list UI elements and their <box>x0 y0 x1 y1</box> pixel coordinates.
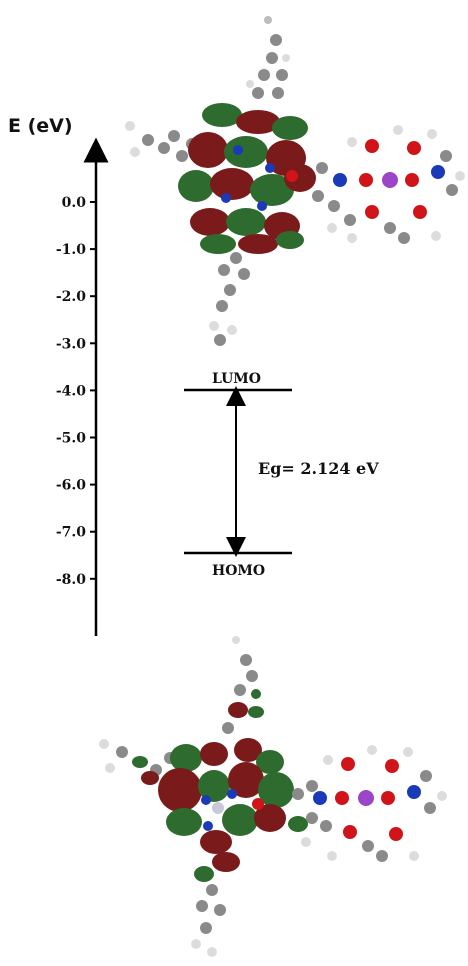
lumo-right-group <box>312 125 465 244</box>
energy-tick-label: -8.0 <box>56 572 86 588</box>
energy-axis-label: E (eV) <box>8 115 73 137</box>
lumo-label: LUMO <box>212 371 261 387</box>
homo-core-atoms <box>201 789 264 831</box>
lumo-lower-arm <box>209 252 250 346</box>
energy-tick-label: -6.0 <box>56 478 86 494</box>
energy-tick-label: -1.0 <box>56 242 86 258</box>
homo-lower-arm <box>191 884 226 957</box>
homo-label: HOMO <box>212 563 265 579</box>
energy-axis-ticks: 0.0 -1.0 -2.0 -3.0 -4.0 -5.0 -6.0 -7.0 -8.0 <box>56 195 96 588</box>
homo-upper-arm <box>222 636 264 734</box>
homo-left-arm <box>99 739 176 785</box>
energy-tick-label: -5.0 <box>56 431 86 447</box>
lumo-orbital-lobes <box>178 103 316 254</box>
energy-levels: LUMO HOMO Eg= 2.124 eV <box>184 371 379 579</box>
lumo-upper-arm <box>246 16 290 99</box>
homo-molecule-image <box>99 636 447 957</box>
band-gap-label: Eg= 2.124 eV <box>258 459 379 478</box>
energy-tick-label: 0.0 <box>62 195 87 211</box>
homo-orbital-lobes <box>158 738 308 882</box>
energy-tick-label: -2.0 <box>56 289 86 305</box>
homo-right-group <box>292 745 447 862</box>
energy-tick-label: -4.0 <box>56 383 86 399</box>
energy-tick-label: -7.0 <box>56 525 86 541</box>
energy-axis: E (eV) 0.0 -1.0 -2.0 -3.0 -4.0 -5.0 -6.0 -7.0 -8… <box>8 115 109 636</box>
lumo-molecule-image <box>125 16 465 346</box>
lumo-left-arm <box>125 121 198 162</box>
energy-tick-label: -3.0 <box>56 336 86 352</box>
lumo-core-atoms <box>221 145 298 211</box>
